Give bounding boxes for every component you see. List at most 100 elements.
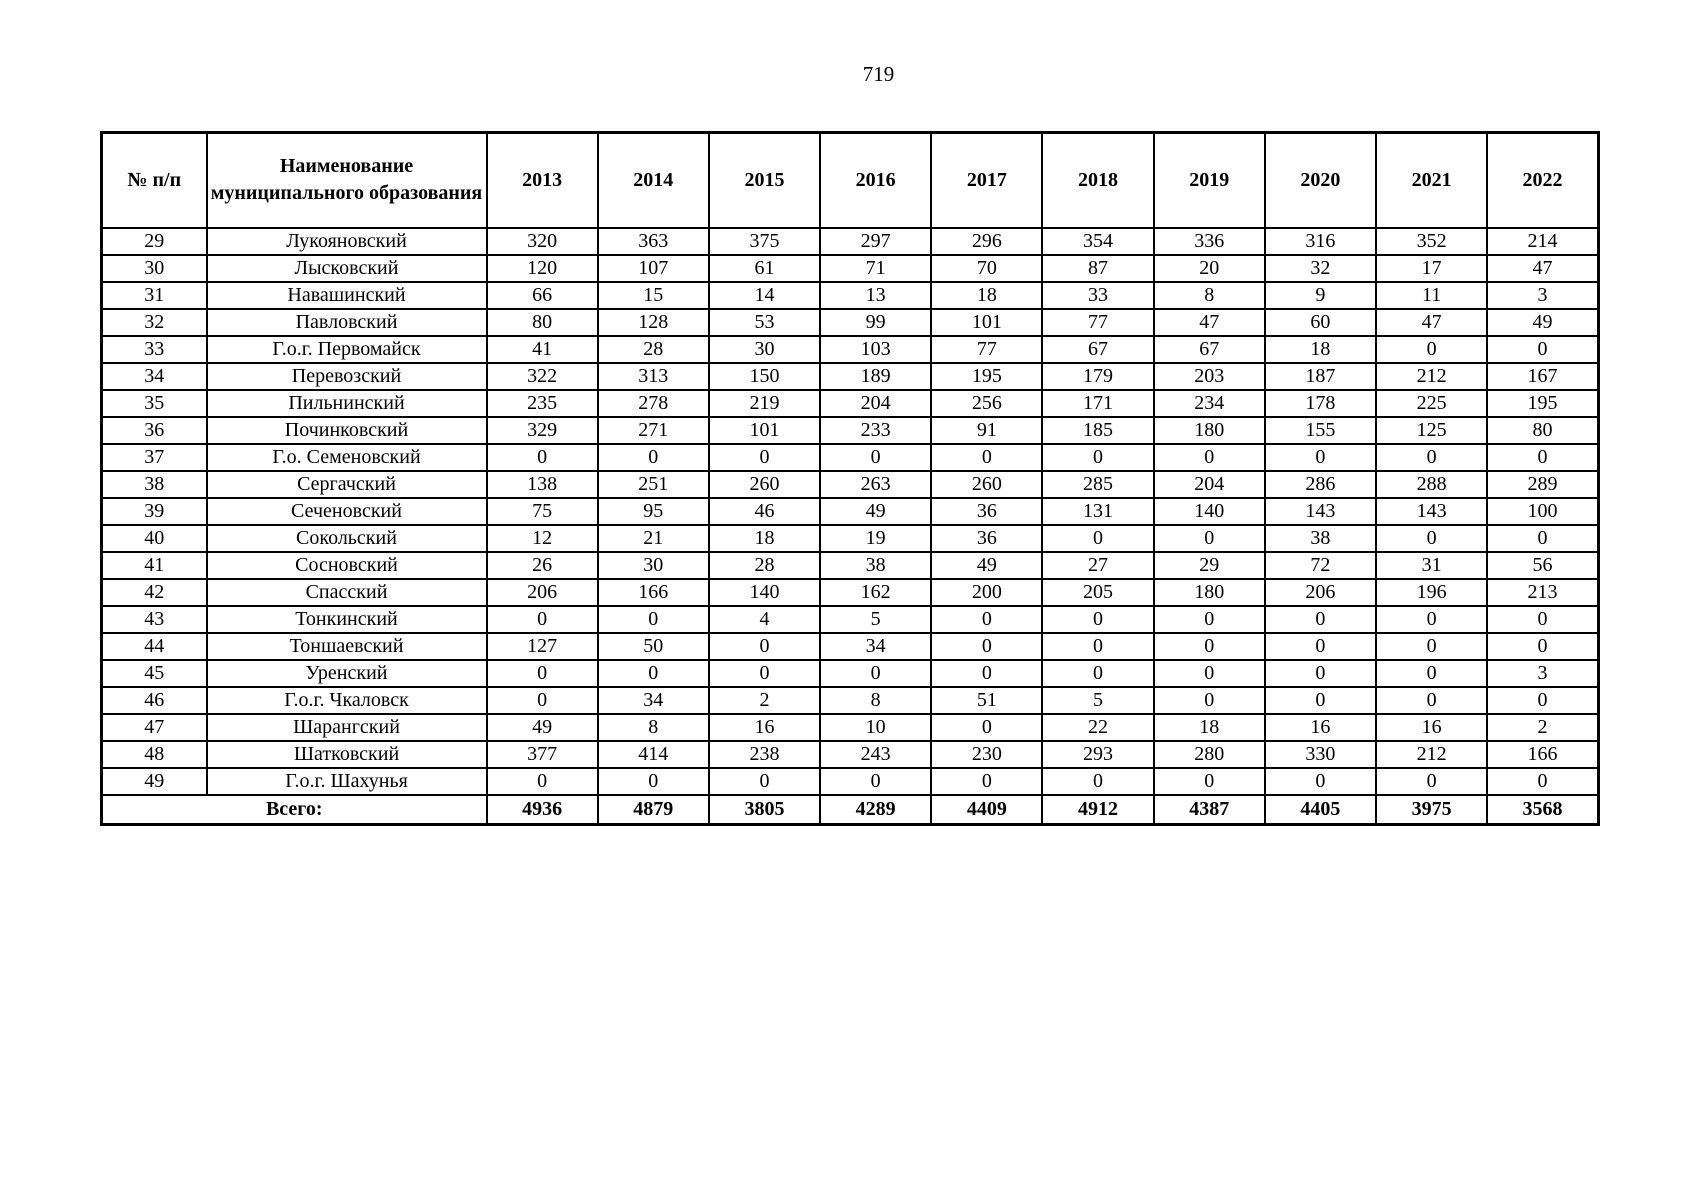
municipality-name: Лысковский — [205, 253, 488, 283]
year-value: 91 — [930, 415, 1044, 445]
year-value: 0 — [707, 442, 822, 472]
year-value: 0 — [485, 766, 599, 796]
table-footer: Всего: 4936 4879 3805 4289 4409 4912 4387 4405 3… — [100, 793, 1600, 826]
year-value: 0 — [1041, 604, 1155, 634]
year-value: 61 — [707, 253, 822, 283]
year-value: 41 — [485, 334, 599, 364]
year-value: 0 — [596, 658, 710, 688]
year-value: 29 — [1152, 550, 1266, 580]
table-body: 29 Лукояновский 320 363 375 297 296 354 336 316 35… — [100, 226, 1600, 796]
year-value: 297 — [819, 226, 933, 256]
year-value: 16 — [1263, 712, 1378, 742]
year-value: 28 — [707, 550, 822, 580]
year-value: 187 — [1263, 361, 1378, 391]
year-value: 103 — [819, 334, 933, 364]
year-value: 53 — [707, 307, 822, 337]
year-value: 99 — [819, 307, 933, 337]
year-value: 75 — [485, 496, 599, 526]
row-number: 46 — [100, 685, 208, 715]
row-number: 44 — [100, 631, 208, 661]
year-value: 0 — [1152, 766, 1266, 796]
year-value: 185 — [1041, 415, 1155, 445]
row-number: 37 — [100, 442, 208, 472]
year-value: 0 — [1263, 631, 1378, 661]
year-value: 260 — [707, 469, 822, 499]
year-value: 0 — [707, 631, 822, 661]
year-value: 238 — [707, 739, 822, 769]
total-value: 3568 — [1486, 793, 1600, 826]
year-value: 212 — [1374, 739, 1489, 769]
header-cell-year: 2019 — [1152, 131, 1266, 229]
municipality-name: Павловский — [205, 307, 488, 337]
year-value: 101 — [930, 307, 1044, 337]
year-value: 0 — [1263, 442, 1378, 472]
year-value: 204 — [819, 388, 933, 418]
year-value: 243 — [819, 739, 933, 769]
year-value: 80 — [485, 307, 599, 337]
total-row: Всего: 4936 4879 3805 4289 4409 4912 4387 4405 3… — [100, 793, 1600, 826]
year-value: 8 — [596, 712, 710, 742]
year-value: 30 — [596, 550, 710, 580]
table-row: 37 Г.о. Семеновский 0 0 0 0 0 0 0 0 0 0 — [100, 442, 1600, 472]
year-value: 225 — [1374, 388, 1489, 418]
year-value: 0 — [1152, 658, 1266, 688]
year-value: 289 — [1486, 469, 1600, 499]
year-value: 286 — [1263, 469, 1378, 499]
year-value: 2 — [707, 685, 822, 715]
year-value: 0 — [1041, 523, 1155, 553]
table-header-row: № п/п Наименование муниципального образо… — [100, 131, 1600, 229]
year-value: 38 — [819, 550, 933, 580]
year-value: 0 — [930, 766, 1044, 796]
year-value: 256 — [930, 388, 1044, 418]
year-value: 60 — [1263, 307, 1378, 337]
year-value: 72 — [1263, 550, 1378, 580]
year-value: 0 — [930, 442, 1044, 472]
year-value: 0 — [1486, 523, 1600, 553]
year-value: 196 — [1374, 577, 1489, 607]
year-value: 0 — [1152, 442, 1266, 472]
header-cell-year: 2016 — [819, 131, 933, 229]
row-number: 40 — [100, 523, 208, 553]
year-value: 0 — [1374, 604, 1489, 634]
year-value: 21 — [596, 523, 710, 553]
year-value: 329 — [485, 415, 599, 445]
year-value: 27 — [1041, 550, 1155, 580]
year-value: 16 — [1374, 712, 1489, 742]
municipality-name: Г.о.г. Шахунья — [205, 766, 488, 796]
year-value: 0 — [485, 685, 599, 715]
year-value: 296 — [930, 226, 1044, 256]
year-value: 0 — [1486, 631, 1600, 661]
year-value: 189 — [819, 361, 933, 391]
year-value: 0 — [1041, 766, 1155, 796]
header-cell-number: № п/п — [100, 131, 208, 229]
year-value: 28 — [596, 334, 710, 364]
table-row: 36 Починковский 329 271 101 233 91 185 180 155 125… — [100, 415, 1600, 445]
year-value: 66 — [485, 280, 599, 310]
row-number: 47 — [100, 712, 208, 742]
table-row: 34 Перевозский 322 313 150 189 195 179 203 187 212… — [100, 361, 1600, 391]
year-value: 70 — [930, 253, 1044, 283]
year-value: 204 — [1152, 469, 1266, 499]
row-number: 29 — [100, 226, 208, 256]
year-value: 0 — [930, 604, 1044, 634]
row-number: 48 — [100, 739, 208, 769]
table-row: 40 Сокольский 12 21 18 19 36 0 0 38 0 0 — [100, 523, 1600, 553]
year-value: 0 — [1263, 604, 1378, 634]
year-value: 49 — [930, 550, 1044, 580]
year-value: 235 — [485, 388, 599, 418]
row-number: 41 — [100, 550, 208, 580]
year-value: 0 — [485, 604, 599, 634]
year-value: 336 — [1152, 226, 1266, 256]
total-value: 4409 — [930, 793, 1044, 826]
year-value: 143 — [1263, 496, 1378, 526]
year-value: 260 — [930, 469, 1044, 499]
year-value: 140 — [1152, 496, 1266, 526]
year-value: 0 — [1041, 658, 1155, 688]
municipality-name: Сергачский — [205, 469, 488, 499]
year-value: 0 — [485, 442, 599, 472]
year-value: 46 — [707, 496, 822, 526]
year-value: 330 — [1263, 739, 1378, 769]
year-value: 0 — [1486, 766, 1600, 796]
year-value: 11 — [1374, 280, 1489, 310]
year-value: 34 — [819, 631, 933, 661]
